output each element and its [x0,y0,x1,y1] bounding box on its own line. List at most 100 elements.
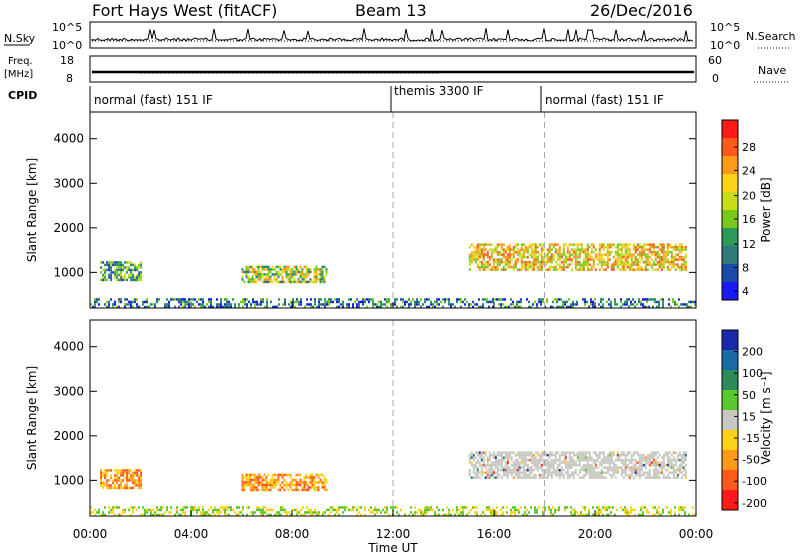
scatter-cell [122,278,125,282]
scatter-cell [295,273,298,276]
scatter-cell [247,270,250,274]
scatter-cell [319,478,322,482]
scatter-cell [265,478,268,482]
scatter-cell [636,471,639,474]
scatter-cell [526,245,529,249]
scatter-cell [578,263,581,266]
scatter-cell [295,280,298,284]
scatter-cell [652,476,655,479]
scatter-cell [356,513,358,517]
scatter-cell [630,466,633,469]
scatter-cell [241,278,244,281]
scatter-cell [606,255,609,259]
scatter-cell [295,265,298,269]
scatter-cell [668,243,671,246]
scatter-cell [598,506,600,509]
scatter-cell [572,305,574,309]
scatter-cell [180,508,182,512]
scatter-cell [134,276,137,279]
scatter-cell [404,513,406,517]
scatter-cell [588,471,591,474]
scatter-cell [552,258,555,261]
scatter-cell [256,303,258,306]
scatter-cell [628,268,631,271]
scatter-cell [616,456,619,459]
scatter-cell [560,468,563,472]
scatter-cell [303,481,306,484]
scatter-cell [478,453,481,457]
scatter-cell [122,508,124,512]
scatter-cell [263,483,266,487]
scatter-cell [542,245,545,249]
scatter-cell [546,466,549,469]
scatter-cell [654,473,657,477]
scatter-cell [680,250,683,254]
scatter-cell [682,258,685,261]
scatter-cell [616,453,619,457]
scatter-cell [496,253,499,256]
scatter-cell [580,245,583,249]
scatter-cell [291,481,294,484]
scatter-cell [386,511,388,514]
scatter-cell [448,513,450,517]
scatter-cell [642,243,645,246]
scatter-cell [494,250,497,254]
scatter-cell [392,506,394,509]
scatter-cell [624,243,627,246]
scatter-cell [496,451,499,454]
scatter-cell [596,456,599,459]
scatter-cell [552,513,554,517]
scatter-cell [182,298,184,301]
scatter-cell [289,476,292,479]
scatter-cell [388,300,390,304]
scatter-cell [558,468,561,472]
scatter-cell [114,476,117,480]
scatter-cell [490,453,493,457]
scatter-cell [496,260,499,264]
scatter-cell [271,273,274,276]
scatter-cell [140,484,143,487]
scatter-cell [318,300,320,304]
scatter-cell [418,300,420,304]
scatter-cell [588,458,591,462]
scatter-cell [606,243,609,246]
scatter-cell [536,305,538,309]
scatter-cell [508,466,511,469]
scatter-cell [566,468,569,472]
scatter-cell [588,451,591,454]
scatter-cell [182,300,184,304]
scatter-cell [192,506,194,509]
scatter-cell [492,453,495,457]
scatter-cell [260,513,262,517]
scatter-cell [544,463,547,467]
scatter-cell [432,303,434,306]
scatter-cell [684,245,687,249]
scatter-cell [265,265,268,269]
scatter-cell [310,513,312,517]
scatter-cell [520,456,523,459]
scatter-cell [592,468,595,472]
scatter-cell [614,300,616,304]
scatter-cell [566,245,569,249]
scatter-cell [624,511,626,514]
scatter-cell [263,280,266,284]
scatter-cell [104,469,107,472]
scatter-cell [620,461,623,464]
scatter-cell [498,461,501,464]
scatter-cell [315,481,318,484]
scatter-cell [550,461,553,464]
scatter-cell [574,258,577,261]
scatter-cell [480,255,483,259]
scatter-cell [622,268,625,271]
scatter-cell [494,265,497,269]
scatter-cell [140,479,143,482]
scatter-cell [285,268,288,271]
scatter-cell [301,280,304,284]
scatter-cell [592,250,595,254]
scatter-cell [438,513,440,517]
scatter-cell [666,463,669,467]
scatter-cell [678,265,681,269]
scatter-cell [598,453,601,457]
scatter-cell [616,250,619,254]
scatter-cell [96,300,98,304]
